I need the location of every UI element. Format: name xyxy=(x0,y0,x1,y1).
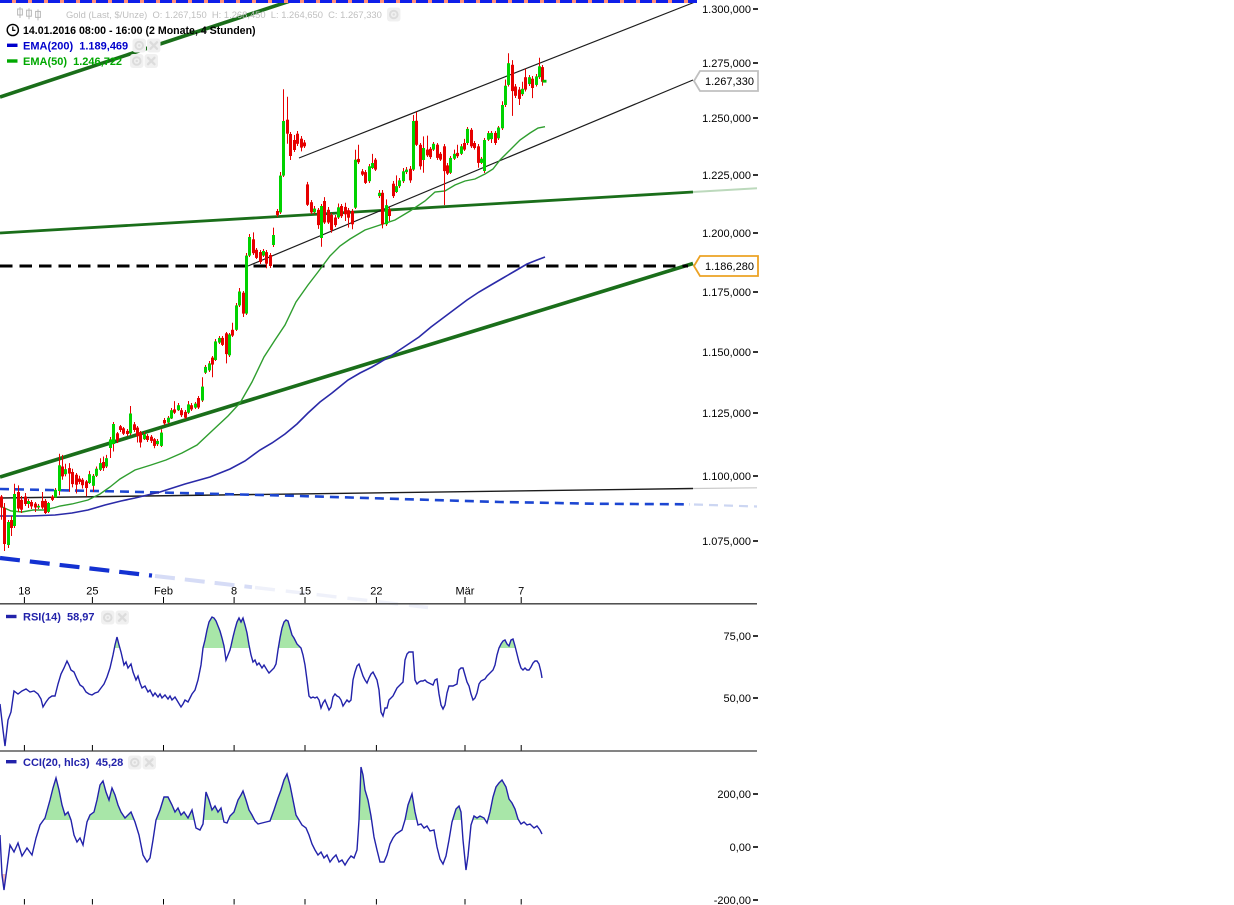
svg-text:Mär: Mär xyxy=(456,586,475,598)
svg-text:-200,00: -200,00 xyxy=(714,895,751,905)
svg-text:Feb: Feb xyxy=(154,586,173,598)
svg-text:1.200,000: 1.200,000 xyxy=(702,228,751,240)
svg-text:15: 15 xyxy=(299,586,311,598)
svg-text:RSI(14) 58,97: RSI(14) 58,97 xyxy=(23,612,95,624)
svg-text:50,00: 50,00 xyxy=(723,693,751,705)
svg-text:1.225,000: 1.225,000 xyxy=(702,170,751,182)
svg-text:1.075,000: 1.075,000 xyxy=(702,536,751,548)
svg-text:1.300,000: 1.300,000 xyxy=(702,4,751,16)
svg-text:18: 18 xyxy=(18,586,30,598)
svg-text:1.186,280: 1.186,280 xyxy=(705,261,754,273)
svg-text:EMA(50) 1.246,722: EMA(50) 1.246,722 xyxy=(23,56,122,68)
svg-text:1.175,000: 1.175,000 xyxy=(702,287,751,299)
svg-text:1.100,000: 1.100,000 xyxy=(702,471,751,483)
svg-text:75,00: 75,00 xyxy=(723,631,751,643)
svg-text:1.125,000: 1.125,000 xyxy=(702,408,751,420)
svg-text:CCI(20, hlc3) 45,28: CCI(20, hlc3) 45,28 xyxy=(23,757,123,769)
svg-text:1.275,000: 1.275,000 xyxy=(702,58,751,70)
svg-text:25: 25 xyxy=(86,586,98,598)
svg-text:1.267,330: 1.267,330 xyxy=(705,76,754,88)
svg-text:14.01.2016 08:00 - 16:00 (2 Mo: 14.01.2016 08:00 - 16:00 (2 Monate, 4 St… xyxy=(23,25,256,37)
svg-text:1.250,000: 1.250,000 xyxy=(702,113,751,125)
svg-text:22: 22 xyxy=(370,586,382,598)
svg-text:200,00: 200,00 xyxy=(717,789,751,801)
svg-text:8: 8 xyxy=(231,586,237,598)
svg-text:0,00: 0,00 xyxy=(730,842,751,854)
svg-text:EMA(200) 1.189,469: EMA(200) 1.189,469 xyxy=(23,41,128,53)
svg-text:1.150,000: 1.150,000 xyxy=(702,347,751,359)
svg-text:7: 7 xyxy=(518,586,524,598)
svg-text:Gold (Last, $/Unze) O: 1.267,: Gold (Last, $/Unze) O: 1.267,150 H: 1.26… xyxy=(66,9,382,20)
